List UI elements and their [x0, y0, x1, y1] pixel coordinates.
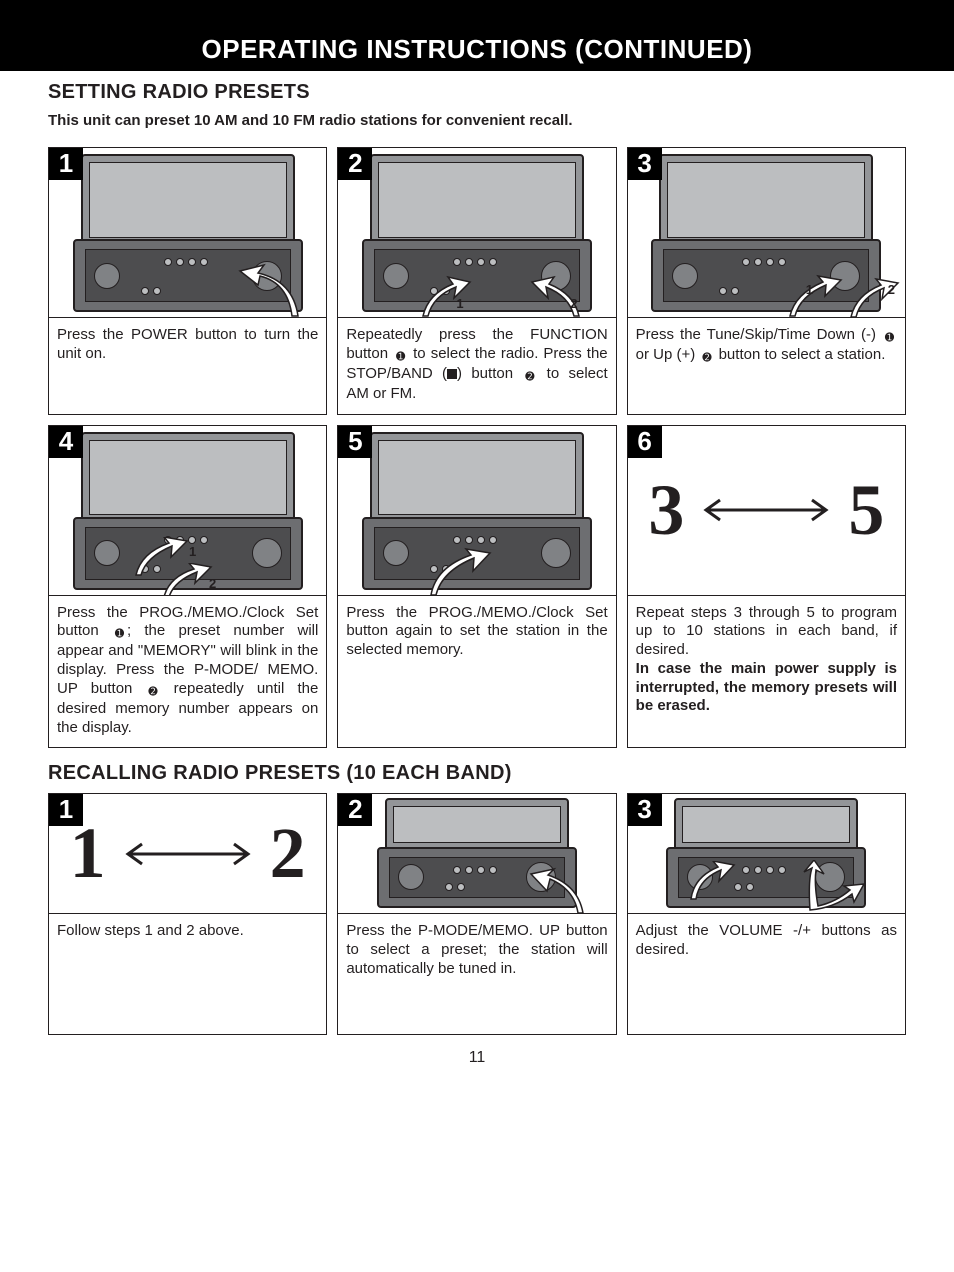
step-text: Press the PROG./MEMO./Clock Set button a… [338, 596, 615, 670]
step-box-4: 4 1 2 Press th [48, 425, 327, 749]
circled-digit-icon: ➋ [522, 370, 537, 385]
pointer-arrow-icon [686, 861, 736, 901]
top-black-bar [0, 0, 954, 30]
page-banner: OPERATING INSTRUCTIONS (CONTINUED) [0, 30, 954, 71]
double-arrow-icon [696, 490, 836, 530]
step-number: 6 [628, 426, 662, 458]
callout-2: 2 [888, 282, 895, 297]
step-number: 5 [338, 426, 372, 458]
step-text: Press the PROG./MEMO./Clock Set button ➊… [49, 596, 326, 748]
illustration-2: 2 1 2 [338, 148, 615, 318]
step-box-5: 5 Press the PROG./MEMO./Clock Set button… [337, 425, 616, 749]
content-area: SETTING RADIO PRESETS This unit can pres… [0, 81, 954, 1067]
callout-1: 1 [806, 282, 813, 297]
illustration-5: 5 [338, 426, 615, 596]
step-text: Repeat steps 3 through 5 to program up t… [628, 596, 905, 727]
step-text: Press the POWER button to turn the unit … [49, 318, 326, 374]
step-number: 3 [628, 148, 662, 180]
pointer-arrow-icon [785, 274, 845, 318]
step-text: Repeatedly press the FUNCTION button ➊ t… [338, 318, 615, 414]
step-text: Follow steps 1 and 2 above. [49, 914, 326, 1034]
step-box-r2: 2 Press the P-MODE/MEMO. UP button to se… [337, 793, 616, 1035]
repeat-flow-diagram: 3 5 [628, 426, 905, 595]
pointer-arrow-icon [418, 274, 473, 318]
pointer-arrow-icon [426, 547, 496, 596]
pointer-arrow-icon [802, 860, 867, 914]
callout-2: 2 [209, 576, 216, 591]
step-box-2: 2 1 2 Repeated [337, 147, 616, 415]
flow-end-num: 5 [848, 469, 884, 552]
step-box-r1: 1 1 2 Follow steps 1 and 2 above. [48, 793, 327, 1035]
circled-digit-icon: ➋ [146, 685, 161, 700]
section1-title: SETTING RADIO PRESETS [48, 81, 906, 104]
flow-end-num: 2 [270, 812, 306, 895]
callout-1: 1 [189, 544, 196, 559]
circled-digit-icon: ➊ [112, 627, 127, 642]
pointer-arrow-icon [159, 563, 214, 596]
step-box-r3: 3 Adjust the VOLUME -/+ buttons as desi [627, 793, 906, 1035]
step-box-1: 1 Press the POWER button to turn the uni… [48, 147, 327, 415]
section1-grid: 1 Press the POWER button to turn the uni… [48, 147, 906, 748]
step-box-3: 3 1 2 Press th [627, 147, 906, 415]
step-box-6: 6 3 5 Repeat steps 3 through 5 to progra… [627, 425, 906, 749]
section2-grid: 1 1 2 Follow steps 1 and 2 above. 2 [48, 793, 906, 1035]
repeat-flow-diagram: 1 2 [49, 794, 326, 913]
step-number: 2 [338, 794, 372, 826]
callout-2: 2 [570, 296, 577, 311]
section2-title: RECALLING RADIO PRESETS (10 EACH BAND) [48, 762, 906, 785]
circled-digit-icon: ➊ [393, 350, 408, 365]
double-arrow-icon [118, 834, 258, 874]
illustration-r2: 2 [338, 794, 615, 914]
page-number: 11 [48, 1049, 906, 1067]
step-text: Adjust the VOLUME -/+ buttons as desired… [628, 914, 905, 1034]
step-text: Press the P-MODE/MEMO. UP button to sele… [338, 914, 615, 1034]
flow-start-num: 3 [648, 469, 684, 552]
step-number: 1 [49, 148, 83, 180]
illustration-r1: 1 1 2 [49, 794, 326, 914]
illustration-4: 4 1 2 [49, 426, 326, 596]
illustration-1: 1 [49, 148, 326, 318]
illustration-3: 3 1 2 [628, 148, 905, 318]
illustration-r3: 3 [628, 794, 905, 914]
illustration-6: 6 3 5 [628, 426, 905, 596]
stop-icon [447, 369, 457, 379]
step-number: 4 [49, 426, 83, 458]
callout-1: 1 [456, 296, 463, 311]
step-number: 2 [338, 148, 372, 180]
pointer-arrow-icon [238, 261, 308, 318]
step-number: 3 [628, 794, 662, 826]
step-text: Press the Tune/Skip/Time Down (-) ➊ or U… [628, 318, 905, 376]
step-number: 1 [49, 794, 83, 826]
pointer-arrow-icon [528, 867, 588, 914]
circled-digit-icon: ➋ [699, 351, 714, 366]
circled-digit-icon: ➊ [882, 331, 897, 346]
section1-intro: This unit can preset 10 AM and 10 FM rad… [48, 112, 906, 129]
